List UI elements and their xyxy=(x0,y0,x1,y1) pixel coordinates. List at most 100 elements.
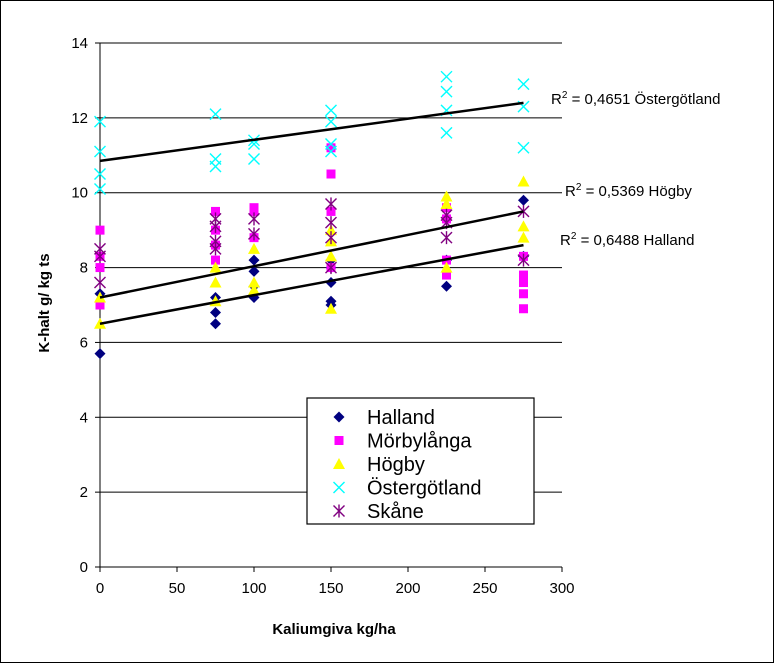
data-point xyxy=(519,270,528,280)
data-point xyxy=(440,126,453,139)
data-point xyxy=(325,250,337,262)
data-point xyxy=(210,318,221,330)
data-point xyxy=(209,276,222,288)
r2-label: R2 = 0,6488 Halland xyxy=(560,231,694,249)
data-point xyxy=(94,276,106,290)
data-point xyxy=(248,284,260,296)
x-tick-label: 0 xyxy=(96,580,104,597)
data-point xyxy=(517,175,530,187)
y-tick-label: 12 xyxy=(71,110,88,127)
data-point xyxy=(94,115,106,128)
r2-label: R2 = 0,5369 Högby xyxy=(565,182,692,200)
data-point xyxy=(325,295,337,307)
data-point xyxy=(517,220,530,232)
data-point xyxy=(325,231,337,245)
data-point xyxy=(209,153,222,166)
r2-labels: R2 = 0,4651 Östergötland R2 = 0,5369 Högb… xyxy=(551,90,720,249)
data-point xyxy=(94,182,106,195)
y-axis-title: K-halt g/ kg ts xyxy=(36,253,53,352)
data-point xyxy=(248,227,260,241)
series-Skåne xyxy=(94,197,530,290)
data-point xyxy=(248,254,260,266)
y-tick-label: 2 xyxy=(80,484,88,501)
legend-label: Halland xyxy=(367,407,435,429)
legend-label: Skåne xyxy=(367,501,424,523)
data-point xyxy=(325,261,337,275)
x-tick-label: 100 xyxy=(241,580,266,597)
legend-marker xyxy=(333,411,345,423)
data-point xyxy=(209,261,222,273)
legend-item: Mörbylånga xyxy=(334,431,472,453)
legend-item: Högby xyxy=(333,454,425,476)
data-point xyxy=(440,190,453,202)
x-tick-label: 150 xyxy=(318,580,343,597)
data-point xyxy=(94,145,106,158)
data-point xyxy=(95,225,105,235)
data-point xyxy=(248,153,260,166)
data-point xyxy=(325,104,337,117)
data-point xyxy=(209,212,222,226)
data-point xyxy=(519,289,528,299)
x-tick-label: 300 xyxy=(549,580,574,597)
legend-marker xyxy=(334,436,344,445)
data-point xyxy=(94,168,106,180)
data-point xyxy=(517,141,530,154)
y-tick-label: 6 xyxy=(80,334,88,351)
data-point xyxy=(518,194,529,206)
data-point xyxy=(211,255,220,265)
y-tick-label: 8 xyxy=(80,260,88,277)
legend-item: Halland xyxy=(333,407,435,429)
series-Halland xyxy=(94,194,529,360)
data-point xyxy=(248,212,260,226)
data-point xyxy=(94,348,106,360)
data-point xyxy=(325,224,337,236)
trendline-Östergötland xyxy=(99,101,524,163)
data-point xyxy=(326,169,336,179)
legend-item: Skåne xyxy=(333,501,424,523)
data-point xyxy=(325,197,337,211)
data-point xyxy=(517,231,530,243)
data-point xyxy=(440,208,453,222)
data-point xyxy=(210,306,221,318)
data-point xyxy=(248,276,260,288)
trendline-Högby xyxy=(99,210,524,299)
x-tick-label: 250 xyxy=(472,580,497,597)
data-point xyxy=(249,203,259,213)
x-tick-label: 50 xyxy=(169,580,186,597)
legend-label: Östergötland xyxy=(367,478,482,500)
data-point xyxy=(209,108,222,121)
data-point xyxy=(440,85,453,98)
data-point xyxy=(441,280,452,292)
legend-marker xyxy=(333,504,345,518)
legend-label: Mörbylånga xyxy=(367,431,472,453)
legend-label: Högby xyxy=(367,454,425,476)
trendlines xyxy=(99,101,524,325)
data-point xyxy=(440,231,453,245)
y-tick-labels: 0 2 4 6 8 10 12 14 xyxy=(71,35,88,576)
data-point xyxy=(95,263,105,273)
data-point xyxy=(517,78,530,91)
legend-marker xyxy=(333,458,345,469)
series-Östergötland xyxy=(94,70,530,195)
y-tick-label: 14 xyxy=(71,35,88,52)
series-Högby xyxy=(94,175,530,329)
data-point xyxy=(95,300,105,310)
data-points xyxy=(94,70,530,360)
trendline-Halland xyxy=(99,243,524,325)
data-point xyxy=(517,253,530,267)
y-tick-label: 4 xyxy=(80,409,88,426)
data-point xyxy=(440,261,453,273)
data-point xyxy=(519,278,528,288)
data-point xyxy=(325,138,337,151)
data-point xyxy=(326,143,336,153)
data-point xyxy=(209,234,222,248)
data-point xyxy=(248,265,260,277)
y-tick-label: 0 xyxy=(80,559,88,576)
data-point xyxy=(325,302,337,314)
x-axis-title: Kaliumgiva kg/ha xyxy=(272,621,396,638)
data-point xyxy=(248,242,260,254)
legend-item: Östergötland xyxy=(333,478,482,500)
x-tick-labels: 0 50 100 150 200 250 300 xyxy=(96,580,575,597)
